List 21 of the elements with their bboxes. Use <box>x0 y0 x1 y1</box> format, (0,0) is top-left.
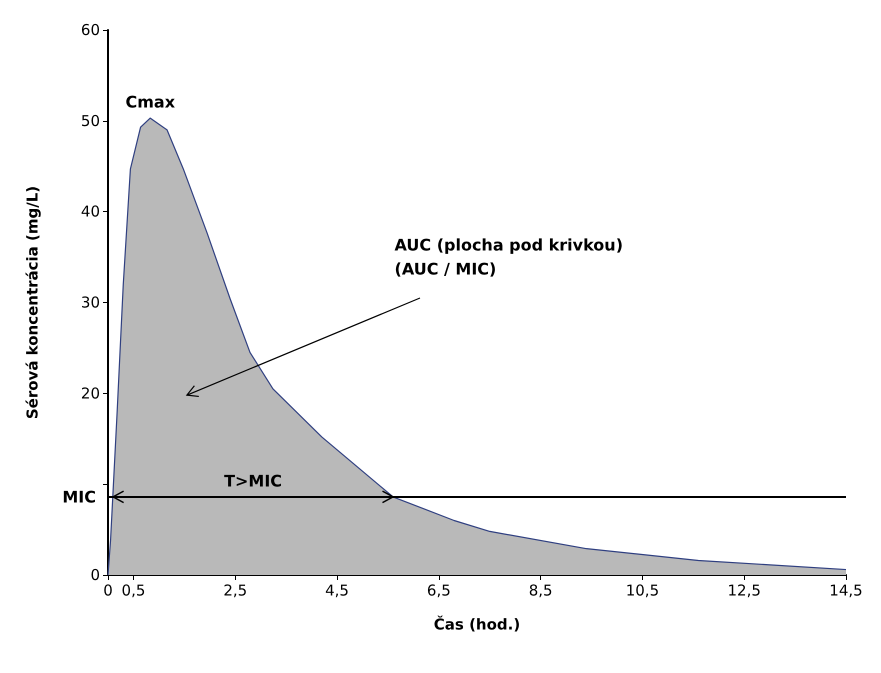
x-tick-label: 4,5 <box>325 582 349 600</box>
x-tick-label: 8,5 <box>528 582 553 600</box>
x-tick-label: 0,5 <box>122 582 146 600</box>
x-tick-label: 6,5 <box>426 582 451 600</box>
x-tick-label: 0 <box>103 582 113 600</box>
y-axis-title: Sérová koncentrácia (mg/L) <box>24 186 42 420</box>
x-tick-label: 10,5 <box>626 582 660 600</box>
y-tick-label: 30 <box>80 294 100 312</box>
annotation: T>MIC <box>224 471 282 490</box>
x-tick-label: 2,5 <box>223 582 248 600</box>
annotation: AUC (plocha pod krivkou) (AUC / MIC) <box>394 236 623 278</box>
x-tick-label: 12,5 <box>728 582 761 600</box>
x-tick-label: 14,5 <box>829 582 863 600</box>
annotation: Cmax <box>125 92 176 112</box>
y-tick-label: 50 <box>80 112 100 130</box>
ref-line-label: MIC <box>62 487 96 506</box>
y-tick-label: 40 <box>80 202 100 221</box>
y-tick-label: 20 <box>80 384 100 402</box>
y-tick-label: 0 <box>90 566 100 584</box>
x-axis-title: Čas (hod.) <box>434 616 520 634</box>
y-tick-label: 60 <box>80 21 100 39</box>
